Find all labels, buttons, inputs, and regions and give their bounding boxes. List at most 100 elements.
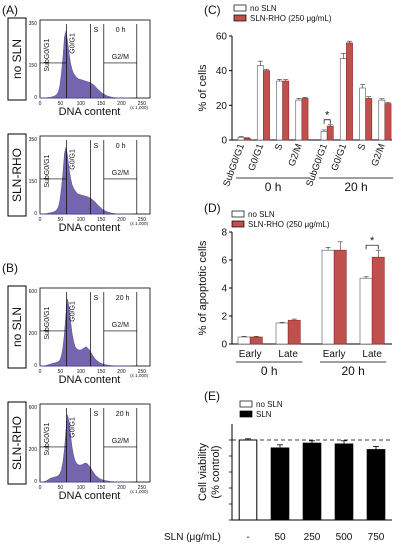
group-label: 0 h: [265, 180, 282, 194]
bar: [263, 70, 270, 141]
bar: [320, 131, 328, 141]
x-tick-label: 200: [117, 101, 126, 107]
y-axis-label: % of apoptotic cells: [197, 240, 209, 335]
legend-label: SLN: [256, 410, 272, 419]
gate-label: G0/G1: [69, 33, 76, 54]
bar: [339, 58, 347, 141]
x-axis-unit: (x 1,000): [130, 105, 148, 110]
gate-label: SubG0/G1: [44, 38, 51, 71]
histogram-area: [40, 30, 131, 99]
histogram-area: [40, 414, 131, 483]
x-tick-label: 250: [138, 101, 147, 107]
y-tick-label: 0: [34, 211, 37, 217]
category-label: 50: [274, 532, 286, 543]
condition-label-box: [7, 401, 27, 485]
legend-swatch: [233, 14, 247, 22]
bar: [249, 336, 263, 345]
x-tick-label: 50: [58, 485, 64, 491]
condition-label-box: [7, 133, 27, 217]
x-axis-unit: (x 1,000): [130, 373, 148, 378]
bar: [326, 125, 334, 141]
y-tick-label: 600: [29, 405, 38, 411]
x-tick-label: 100: [77, 369, 86, 375]
bar: [371, 256, 385, 345]
significance-bracket: [323, 119, 331, 124]
gate-label: G2/M: [112, 170, 129, 177]
x-tick-label: 150: [97, 217, 106, 223]
condition-label: SLN-RHO: [10, 416, 24, 470]
x-axis-unit: (x 1,000): [130, 221, 148, 226]
x-tick-label: 50: [58, 101, 64, 107]
category-label: SubG0/G1: [221, 142, 247, 188]
group-label: 20 h: [344, 180, 367, 194]
x-tick-label: 250: [138, 485, 147, 491]
y-tick-label: 0: [221, 136, 227, 147]
gate-label: G2/M: [112, 322, 129, 329]
x-tick-label: 100: [77, 217, 86, 223]
condition-label: SLN-RHO: [10, 148, 24, 202]
y-tick-label: 200: [29, 331, 38, 337]
x-axis-unit: (x 1,000): [130, 489, 148, 494]
bar: [359, 87, 366, 141]
category-label: SubG0/G1: [304, 142, 330, 188]
y-axis-label-unit: (% control): [210, 445, 222, 498]
x-tick-label: 200: [117, 485, 126, 491]
bar: [302, 442, 322, 521]
histogram-panel: SLN-RHO 350 150 0 SubG0/G1 G0/G1 S G2/M 0 h 0 50 10…: [7, 133, 151, 234]
legend-swatch: [239, 410, 253, 418]
gate-label: S: [94, 27, 99, 34]
bar: [321, 249, 335, 345]
bar: [287, 319, 301, 345]
x-tick-label: 0: [39, 101, 42, 107]
group-label: 0 h: [261, 364, 278, 378]
panel-letter: (D): [204, 201, 221, 215]
gate-label: G0/G1: [69, 301, 76, 322]
y-axis-label: Cell viability: [197, 442, 209, 501]
y-tick-label: 150: [29, 179, 38, 185]
histogram-area: [40, 146, 131, 215]
gate-label: G0/G1: [69, 417, 76, 438]
histogram-panel: no SLN 350 150 0 SubG0/G1 G0/G1 S G2/M 0 h 0 50 100…: [7, 17, 151, 118]
histogram-frame: [39, 135, 151, 215]
x-tick-label: 200: [117, 369, 126, 375]
x-tick-label: 0: [39, 217, 42, 223]
y-tick-label: 0: [34, 363, 37, 369]
y-tick-label: 6: [221, 256, 227, 267]
category-label: Late: [362, 349, 382, 360]
category-label: G0/G1: [246, 142, 266, 172]
time-label: 0 h: [116, 143, 126, 150]
category-label: 500: [336, 532, 353, 543]
y-tick-label: 350: [29, 137, 38, 143]
gate-label: S: [94, 411, 99, 418]
y-tick-label: 600: [29, 289, 38, 295]
category-label: G2/M: [369, 142, 387, 168]
category-label: 250: [304, 532, 321, 543]
y-tick-label: 40: [216, 66, 228, 77]
condition-label: no SLN: [10, 307, 24, 347]
histogram-frame: [39, 19, 151, 99]
bar: [378, 99, 386, 141]
y-tick-label: 20: [216, 101, 228, 112]
y-tick-label: 200: [29, 447, 38, 453]
bar: [333, 249, 347, 345]
significance-marker: *: [370, 235, 375, 247]
x-axis-label: DNA content: [59, 222, 121, 234]
y-tick-label: 0: [34, 479, 37, 485]
x-axis-label: DNA content: [59, 490, 121, 502]
bar: [359, 277, 373, 345]
x-tick-label: 0: [39, 369, 42, 375]
bar: [238, 439, 258, 521]
panel-letter: (B): [2, 261, 18, 275]
category-label: Late: [278, 349, 298, 360]
y-axis-label: % of cells: [197, 64, 209, 112]
legend-label: SLN-RHO (250 μg/mL): [250, 14, 332, 23]
x-tick-label: 50: [58, 217, 64, 223]
time-label: 20 h: [116, 295, 130, 302]
x-tick-label: 150: [97, 369, 106, 375]
bar: [282, 80, 290, 141]
y-tick-label: 150: [29, 63, 38, 69]
bar: [243, 137, 251, 141]
